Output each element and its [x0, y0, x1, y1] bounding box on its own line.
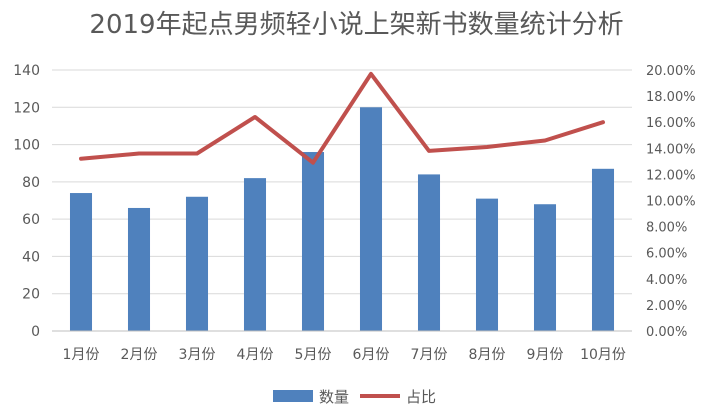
- bar: [417, 174, 441, 331]
- line-point: [428, 150, 430, 152]
- bar: [475, 198, 499, 331]
- bar: [69, 193, 93, 331]
- line-point: [312, 162, 314, 164]
- y2-tick-label: 20.00%: [646, 64, 696, 79]
- y-tick-label: 60: [22, 212, 40, 228]
- line-point: [602, 121, 604, 123]
- legend-swatch-bar: [273, 390, 313, 402]
- line-point: [544, 139, 546, 141]
- x-tick-label: 5月份: [295, 347, 332, 363]
- bar: [359, 107, 383, 332]
- legend-label: 数量: [319, 388, 349, 406]
- y2-tick-label: 12.00%: [646, 168, 696, 183]
- bar: [185, 196, 209, 331]
- y-tick-label: 120: [13, 100, 40, 116]
- y-tick-label: 100: [13, 138, 40, 154]
- x-tick-label: 3月份: [179, 347, 216, 363]
- x-tick-label: 6月份: [353, 347, 390, 363]
- bar: [243, 178, 267, 331]
- bar: [301, 152, 325, 331]
- chart-title: 2019年起点男频轻小说上架新书数量统计分析: [89, 10, 624, 40]
- x-tick-label: 9月份: [527, 347, 564, 363]
- line-point: [80, 158, 82, 160]
- y2-tick-label: 0.00%: [646, 325, 687, 340]
- x-tick-label: 4月份: [237, 347, 274, 363]
- y2-tick-label: 4.00%: [646, 273, 687, 288]
- y-tick-label: 0: [31, 324, 40, 340]
- x-tick-label: 7月份: [411, 347, 448, 363]
- line-point: [196, 153, 198, 155]
- line-point: [370, 73, 372, 75]
- y-axis-left: 0 20 40 60 80 100 120 140: [13, 63, 40, 340]
- line-path: [79, 71, 605, 165]
- y-tick-label: 80: [22, 175, 40, 191]
- legend-label: 占比: [406, 388, 436, 406]
- bar: [591, 168, 615, 331]
- line-point: [486, 146, 488, 148]
- y-tick-label: 140: [13, 63, 40, 79]
- y-tick-label: 20: [22, 287, 40, 303]
- y2-tick-label: 2.00%: [646, 299, 687, 314]
- line-point: [254, 116, 256, 118]
- y2-tick-label: 8.00%: [646, 221, 687, 236]
- legend: 数量 占比: [273, 388, 436, 406]
- x-tick-label: 2月份: [121, 347, 158, 363]
- y-tick-label: 40: [22, 249, 40, 265]
- y2-tick-label: 14.00%: [646, 142, 696, 157]
- y2-tick-label: 6.00%: [646, 247, 687, 262]
- y2-tick-label: 16.00%: [646, 116, 696, 131]
- x-tick-label: 1月份: [63, 347, 100, 363]
- x-tick-label: 8月份: [469, 347, 506, 363]
- y2-tick-label: 18.00%: [646, 90, 696, 105]
- bar: [533, 204, 557, 331]
- y2-tick-label: 10.00%: [646, 195, 696, 210]
- x-axis: 1月份 2月份 3月份 4月份 5月份 6月份 7月份 8月份 9月份 10月份: [52, 330, 632, 363]
- bar-series: [69, 107, 615, 332]
- bar: [127, 207, 151, 331]
- x-tick-label: 10月份: [580, 347, 626, 363]
- y-axis-right: 0.00% 2.00% 4.00% 6.00% 8.00% 10.00% 12.00% 14.…: [646, 64, 696, 340]
- line-series: [79, 71, 605, 165]
- line-point: [138, 153, 140, 155]
